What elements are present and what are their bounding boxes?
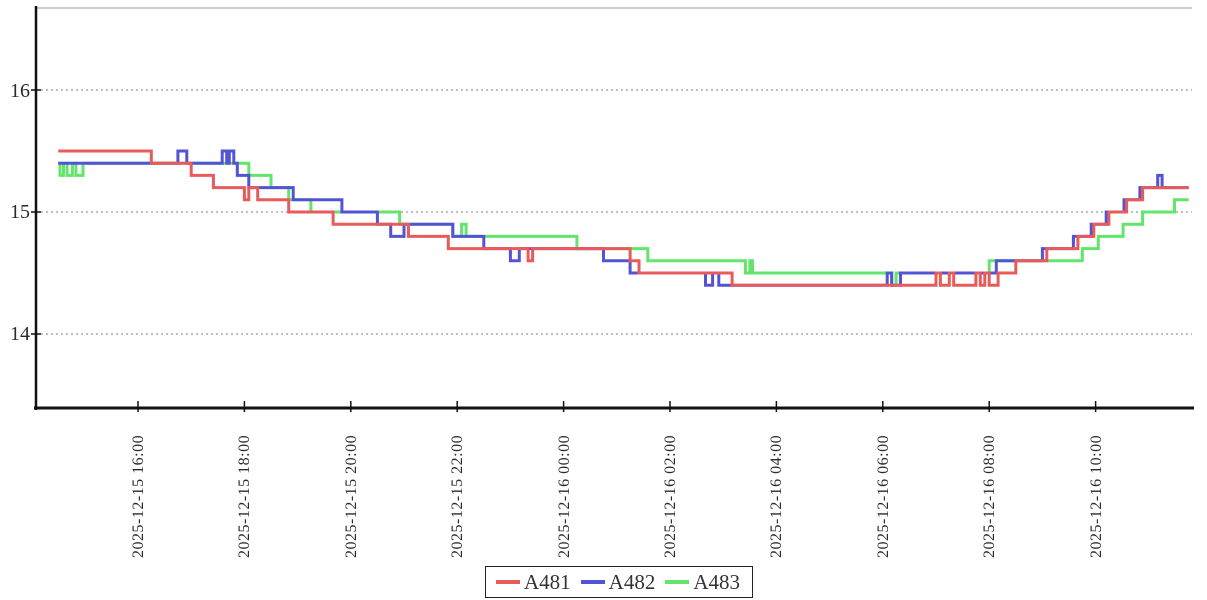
x-tick-label: 2025-12-15 20:00	[342, 434, 360, 558]
x-tick-label: 2025-12-16 10:00	[1087, 434, 1105, 558]
x-tick-label: 2025-12-15 16:00	[130, 434, 147, 558]
y-tick-label: 15	[10, 201, 30, 223]
legend-label: A481	[524, 569, 571, 594]
series-line-a483	[58, 161, 1189, 287]
legend-line-swatch	[496, 580, 520, 584]
x-tick-label: 2025-12-16 04:00	[768, 434, 786, 558]
legend-label: A482	[608, 569, 656, 594]
x-tick-label: 2025-12-16 06:00	[874, 434, 892, 558]
legend-label: A483	[693, 569, 741, 594]
x-tick-label: 2025-12-15 18:00	[236, 434, 254, 558]
y-tick-label: 14	[10, 323, 30, 345]
legend-line-swatch	[665, 580, 690, 584]
legend-item: A483	[665, 570, 740, 595]
series-line-a482	[58, 149, 1189, 287]
x-tick-label: 2025-12-15 22:00	[449, 434, 467, 558]
series-line-a481	[58, 149, 1189, 287]
legend-line-swatch	[580, 580, 605, 584]
legend-item: A481	[496, 570, 571, 595]
x-tick-label: 2025-12-16 08:00	[981, 434, 999, 558]
x-tick-label: 2025-12-16 02:00	[662, 434, 679, 558]
y-tick-label: 16	[10, 80, 30, 102]
legend-item: A482	[580, 569, 656, 595]
chart-legend: A481 A482 A483	[485, 566, 754, 598]
x-tick-label: 2025-12-16 00:00	[555, 434, 573, 558]
